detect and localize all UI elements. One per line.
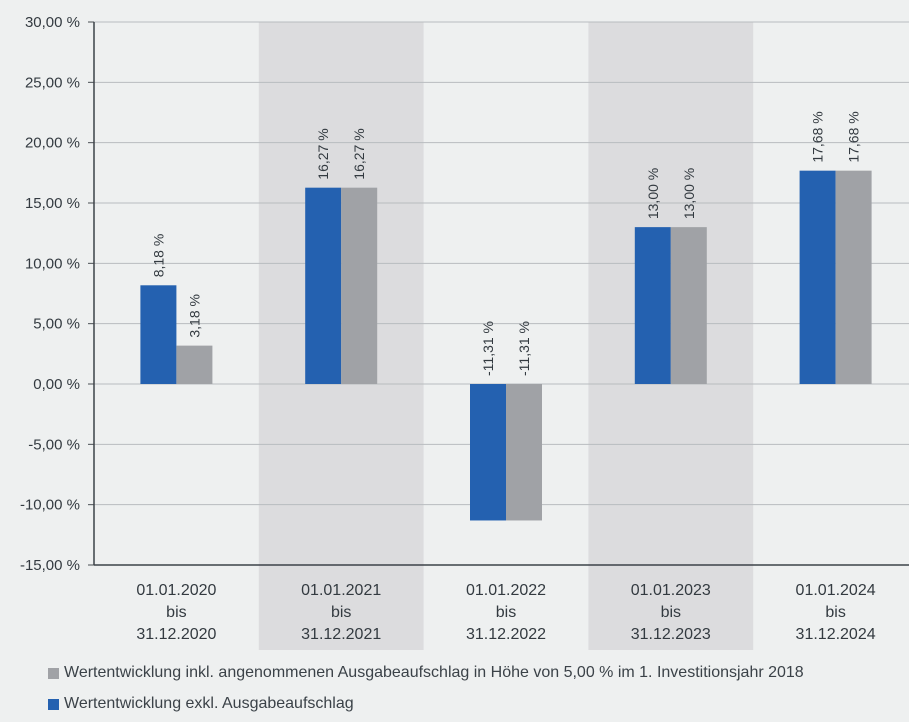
bar-s1-c1 <box>341 187 378 384</box>
ytick-label-4: 10,00 % <box>25 255 80 272</box>
category-label-3-0: 01.01.2023 <box>631 582 711 599</box>
category-label-1-1: bis <box>331 604 351 621</box>
performance-bar-chart: 30,00 % 25,00 % 20,00 % 15,00 % 10,00 % 5,00 … <box>20 14 909 650</box>
category-label-3-1: bis <box>661 604 681 621</box>
category-label-2-0: 01.01.2022 <box>466 582 546 599</box>
category-label-0-2: 31.12.2020 <box>136 626 216 643</box>
category-label-1-2: 31.12.2021 <box>301 626 381 643</box>
ytick-label-2: 20,00 % <box>25 135 80 152</box>
bar-s0-c4 <box>799 170 836 384</box>
data-label-s0-c2: -11,31 % <box>480 321 496 376</box>
category-label-4-2: 31.12.2024 <box>796 626 876 643</box>
legend-swatch-gray <box>48 667 59 679</box>
ytick-label-0: 30,00 % <box>25 14 80 31</box>
ytick-label-7: -5,00 % <box>28 436 80 453</box>
data-label-s1-c2: -11,31 % <box>516 321 532 376</box>
data-label-s1-c3: 13,00 % <box>681 168 697 219</box>
category-label-4-0: 01.01.2024 <box>796 582 876 599</box>
legend-item-inkl: Wertentwicklung inkl. angenommenen Ausga… <box>48 664 804 682</box>
bar-s0-c1 <box>305 187 342 384</box>
bar-s0-c3 <box>634 227 671 384</box>
data-label-s0-c4: 17,68 % <box>810 111 826 162</box>
category-label-4-1: bis <box>825 604 845 621</box>
category-label-2-1: bis <box>496 604 516 621</box>
category-label-3-2: 31.12.2023 <box>631 626 711 643</box>
bar-s1-c3 <box>670 227 707 384</box>
bar-s0-c0 <box>140 285 177 384</box>
ytick-label-3: 15,00 % <box>25 195 80 212</box>
ytick-label-9: -15,00 % <box>20 557 80 574</box>
legend-item-exkl: Wertentwicklung exkl. Ausgabeaufschlag <box>48 695 354 713</box>
bar-s1-c0 <box>176 345 213 384</box>
category-label-2-2: 31.12.2022 <box>466 626 546 643</box>
data-label-s1-c1: 16,27 % <box>351 128 367 179</box>
legend-label-exkl: Wertentwicklung exkl. Ausgabeaufschlag <box>64 695 354 712</box>
category-label-0-0: 01.01.2020 <box>136 582 216 599</box>
data-label-s0-c0: 8,18 % <box>150 234 166 278</box>
category-label-1-0: 01.01.2021 <box>301 582 381 599</box>
data-label-s1-c4: 17,68 % <box>846 111 862 162</box>
bar-s0-c2 <box>470 384 506 521</box>
ytick-label-1: 25,00 % <box>25 74 80 91</box>
ytick-label-8: -10,00 % <box>20 497 80 514</box>
legend-swatch-blue <box>48 698 59 710</box>
data-label-s0-c3: 13,00 % <box>645 168 661 219</box>
bar-s1-c4 <box>835 170 872 384</box>
category-label-0-1: bis <box>166 604 186 621</box>
data-label-s0-c1: 16,27 % <box>315 128 331 179</box>
ytick-label-6: 0,00 % <box>33 376 80 393</box>
bar-s1-c2 <box>506 384 542 521</box>
legend-label-inkl: Wertentwicklung inkl. angenommenen Ausga… <box>64 664 804 681</box>
ytick-label-5: 5,00 % <box>33 316 80 333</box>
data-label-s1-c0: 3,18 % <box>186 294 202 338</box>
